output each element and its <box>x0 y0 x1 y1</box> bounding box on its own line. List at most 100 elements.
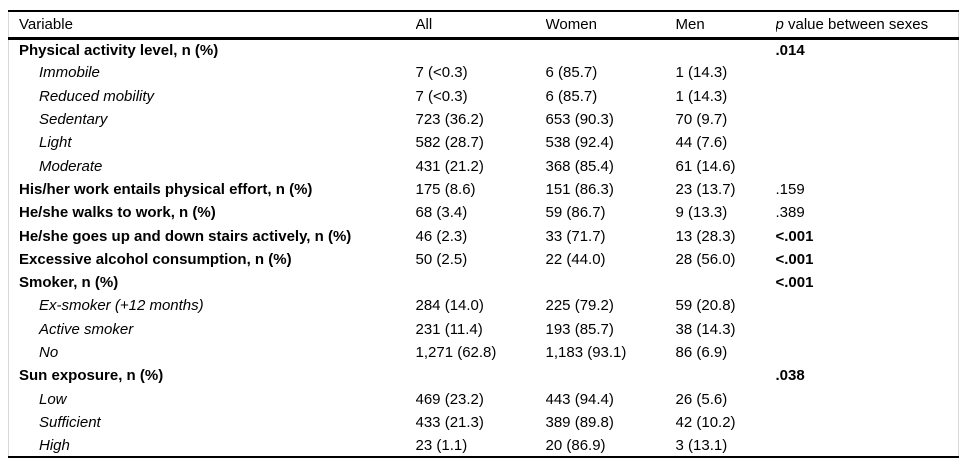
table-body: Physical activity level, n (%) .014 Immobi… <box>9 38 959 457</box>
cell-women <box>546 364 676 387</box>
cell-men: 13 (28.3) <box>675 227 736 245</box>
cell-p-value <box>776 434 959 457</box>
table-row: Physical activity level, n (%) .014 <box>9 38 959 61</box>
cell-p-value <box>776 61 959 84</box>
cell-women: 653 (90.3) <box>545 111 614 129</box>
cell-p-value: <.001 <box>775 227 814 245</box>
table-row: Light 582 (28.7) 538 (92.4) 44 (7.6) <box>9 131 959 154</box>
table-row: Sufficient 433 (21.3) 389 (89.8) 42 (10.2) <box>9 411 959 434</box>
cell-all: 469 (23.2) <box>415 390 484 408</box>
row-label: He/she walks to work, n (%) <box>19 204 216 222</box>
cell-all: 23 (1.1) <box>415 436 468 454</box>
cell-men <box>676 38 776 61</box>
statistics-table-container: Variable All Women Men p value between s… <box>8 10 959 459</box>
table-row: He/she walks to work, n (%) 68 (3.4) 59 (8… <box>9 201 959 224</box>
cell-men: 23 (13.7) <box>675 180 736 198</box>
cell-p-value: .014 <box>775 41 805 59</box>
row-label: Ex-smoker (+12 months) <box>39 297 204 315</box>
cell-women: 193 (85.7) <box>545 320 614 338</box>
row-label: Active smoker <box>39 320 134 338</box>
cell-all <box>416 271 546 294</box>
row-label: Sun exposure, n (%) <box>19 367 164 385</box>
table-row: Sun exposure, n (%) .038 <box>9 364 959 387</box>
column-header-variable: Variable <box>8 10 416 40</box>
cell-all <box>416 364 546 387</box>
table-row: Sedentary 723 (36.2) 653 (90.3) 70 (9.7) <box>9 108 959 131</box>
table-row: His/her work entails physical effort, n … <box>9 178 959 201</box>
table-row: Moderate 431 (21.2) 368 (85.4) 61 (14.6) <box>9 154 959 177</box>
table-row: Active smoker 231 (11.4) 193 (85.7) 38 (14.… <box>9 318 959 341</box>
cell-women: 538 (92.4) <box>545 134 614 152</box>
cell-p-value <box>776 294 959 317</box>
row-label: Physical activity level, n (%) <box>19 41 219 59</box>
cell-women: 151 (86.3) <box>545 180 614 198</box>
table-row: Excessive alcohol consumption, n (%) 50 (… <box>9 248 959 271</box>
cell-p-value: .389 <box>775 204 805 222</box>
statistics-table: Variable All Women Men p value between s… <box>8 10 959 459</box>
cell-all: 431 (21.2) <box>415 157 484 175</box>
cell-men: 38 (14.3) <box>675 320 736 338</box>
cell-p-value <box>776 318 959 341</box>
table-row: High 23 (1.1) 20 (86.9) 3 (13.1) <box>9 434 959 457</box>
cell-women: 59 (86.7) <box>545 204 606 222</box>
cell-men: 26 (5.6) <box>675 390 728 408</box>
cell-men: 9 (13.3) <box>675 204 728 222</box>
cell-all: 231 (11.4) <box>415 320 483 338</box>
row-label: Excessive alcohol consumption, n (%) <box>19 250 292 268</box>
row-label: His/her work entails physical effort, n … <box>19 180 313 198</box>
p-symbol: p <box>775 15 784 33</box>
table-row: Immobile 7 (<0.3) 6 (85.7) 1 (14.3) <box>9 61 959 84</box>
cell-women: 33 (71.7) <box>545 227 606 245</box>
table-row: Low 469 (23.2) 443 (94.4) 26 (5.6) <box>9 387 959 410</box>
cell-p-value: <.001 <box>775 274 814 292</box>
cell-men <box>676 271 776 294</box>
cell-women: 20 (86.9) <box>545 436 606 454</box>
row-label: Immobile <box>39 64 100 82</box>
cell-p-value <box>776 85 959 108</box>
cell-all: 175 (8.6) <box>415 180 476 198</box>
row-label: Low <box>39 390 67 408</box>
cell-p-value <box>776 387 959 410</box>
row-label: He/she goes up and down stairs actively,… <box>19 227 352 245</box>
cell-women: 6 (85.7) <box>545 64 598 82</box>
cell-men: 42 (10.2) <box>675 413 736 431</box>
table-row: No 1,271 (62.8) 1,183 (93.1) 86 (6.9) <box>9 341 959 364</box>
cell-p-value: .038 <box>775 367 805 385</box>
cell-p-value <box>776 108 959 131</box>
column-header-all: All <box>415 10 546 40</box>
row-label: Sedentary <box>39 111 108 129</box>
cell-all: 7 (<0.3) <box>415 64 468 82</box>
cell-women: 22 (44.0) <box>545 250 606 268</box>
row-label: Moderate <box>39 157 103 175</box>
cell-all: 46 (2.3) <box>415 227 468 245</box>
cell-all: 68 (3.4) <box>415 204 468 222</box>
column-header-p-value: p value between sexes <box>775 10 959 40</box>
table-row: Smoker, n (%) <.001 <box>9 271 959 294</box>
cell-all: 7 (<0.3) <box>415 87 468 105</box>
cell-women: 225 (79.2) <box>545 297 614 315</box>
cell-p-value <box>776 411 959 434</box>
cell-men: 61 (14.6) <box>675 157 736 175</box>
row-label: Smoker, n (%) <box>19 274 119 292</box>
table-header-row: Variable All Women Men p value between s… <box>8 10 959 40</box>
cell-all: 582 (28.7) <box>415 134 484 152</box>
cell-all: 433 (21.3) <box>415 413 484 431</box>
cell-all: 1,271 (62.8) <box>415 344 497 361</box>
cell-women: 6 (85.7) <box>545 87 598 105</box>
row-label: High <box>39 436 70 454</box>
cell-men: 1 (14.3) <box>675 87 728 105</box>
cell-all: 50 (2.5) <box>415 250 468 268</box>
cell-women: 443 (94.4) <box>545 390 614 408</box>
cell-women: 389 (89.8) <box>545 413 614 431</box>
cell-men: 28 (56.0) <box>675 250 736 268</box>
cell-men: 59 (20.8) <box>675 297 736 315</box>
cell-men: 70 (9.7) <box>675 111 728 129</box>
row-label: No <box>39 344 59 361</box>
table-row: He/she goes up and down stairs actively,… <box>9 224 959 247</box>
cell-men <box>676 364 776 387</box>
cell-all: 723 (36.2) <box>415 111 484 129</box>
cell-men: 3 (13.1) <box>675 436 728 454</box>
p-header-rest: value between sexes <box>783 15 929 33</box>
column-header-men: Men <box>675 10 776 40</box>
row-label: Light <box>39 134 72 152</box>
